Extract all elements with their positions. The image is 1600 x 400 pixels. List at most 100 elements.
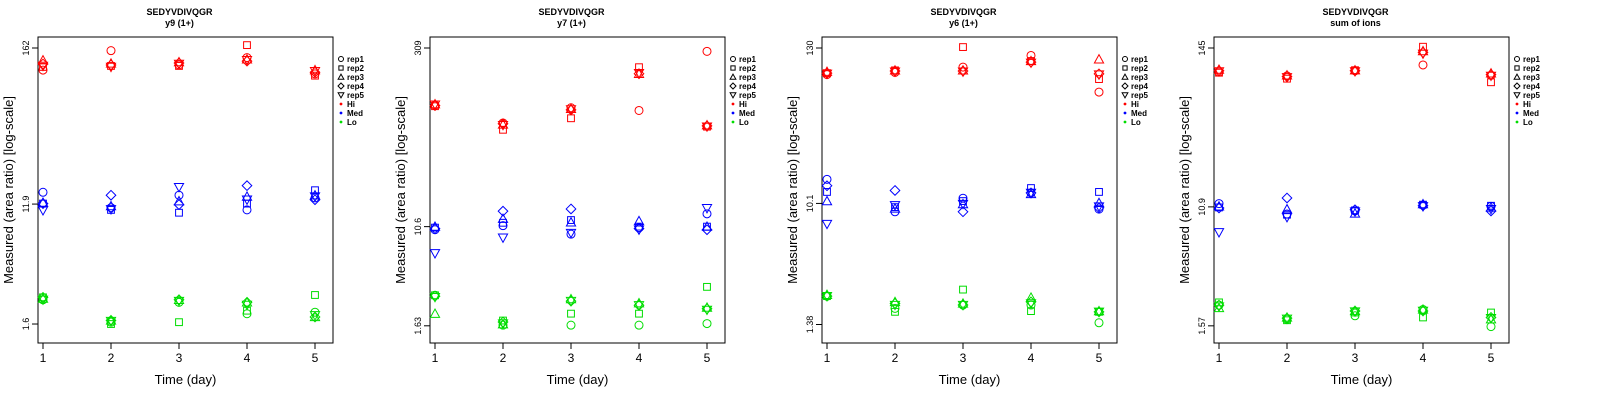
x-tick-label: 4 [636, 351, 643, 365]
data-point-hi-rep3 [957, 64, 969, 75]
data-point-med-rep1 [822, 174, 832, 184]
data-point-hi-rep3 [37, 54, 49, 65]
y-tick-label: 162 [21, 40, 31, 55]
y-axis-title: Measured (area ratio) [log-scale] [393, 96, 408, 284]
data-point-med-rep3 [889, 202, 901, 213]
legend-marker-rep4 [1121, 82, 1129, 90]
x-tick-label: 1 [824, 351, 831, 365]
data-point-lo-rep5 [37, 295, 49, 306]
data-point-med-rep3 [309, 189, 321, 200]
legend-marker-rep2 [1514, 65, 1520, 71]
plot-frame [821, 36, 1118, 344]
legend-marker-lo [1515, 120, 1519, 124]
data-point-lo-rep1 [566, 320, 576, 330]
data-point-hi-rep1 [1094, 87, 1104, 97]
y-tick-label: 1.38 [805, 316, 815, 334]
data-point-med-rep3 [565, 216, 577, 227]
data-point-med-rep1 [242, 205, 252, 215]
legend-label: rep2 [739, 64, 756, 73]
data-point-lo-rep4 [173, 294, 185, 306]
x-tick-label: 3 [568, 351, 575, 365]
data-point-lo-rep4 [241, 296, 253, 308]
data-point-lo-rep3 [701, 301, 713, 312]
data-point-hi-rep3 [701, 119, 713, 130]
legend-marker-rep5 [1513, 92, 1521, 99]
data-point-hi-rep1 [1418, 60, 1428, 70]
data-point-med-rep4 [889, 184, 901, 196]
data-point-lo-rep2 [703, 282, 711, 291]
data-point-med-rep4 [701, 224, 713, 236]
data-point-hi-rep5 [821, 69, 833, 80]
legend-marker-lo [731, 120, 735, 124]
data-point-hi-rep3 [565, 103, 577, 114]
legend-label: rep2 [1131, 64, 1148, 73]
legend-marker-med [339, 111, 343, 115]
legend-label: rep1 [1131, 55, 1148, 64]
data-point-hi-rep5 [429, 100, 441, 111]
legend-label: Lo [1131, 118, 1141, 127]
data-point-lo-rep5 [309, 311, 321, 321]
legend-marker-rep1 [338, 56, 344, 62]
data-point-med-rep2 [1027, 184, 1035, 192]
data-point-lo-rep3 [1349, 305, 1361, 316]
data-point-lo-rep3 [633, 297, 645, 308]
data-point-lo-rep5 [429, 292, 441, 303]
legend-marker-hi [1123, 102, 1127, 106]
data-point-lo-rep5 [633, 301, 645, 311]
legend-marker-rep3 [1121, 73, 1129, 80]
y-tick-label: 10.6 [413, 218, 423, 236]
data-point-med-rep5 [37, 206, 49, 217]
data-point-hi-rep5 [1025, 58, 1037, 69]
data-point-hi-rep5 [105, 62, 117, 73]
y-tick-label: 130 [805, 40, 815, 55]
data-point-lo-rep5 [173, 296, 185, 307]
data-point-med-rep3 [821, 195, 833, 206]
legend-label: Hi [347, 100, 355, 109]
plot-frame [37, 36, 334, 344]
legend-label: rep3 [1131, 73, 1148, 82]
y-tick-label: 1.63 [413, 317, 423, 335]
data-point-hi-rep3 [1349, 64, 1361, 75]
data-point-med-rep4 [37, 198, 49, 210]
data-point-hi-rep2 [311, 71, 319, 80]
data-point-lo-rep5 [1025, 299, 1037, 310]
x-tick-label: 3 [1352, 351, 1359, 365]
data-point-lo-rep3 [1281, 311, 1293, 322]
data-point-lo-rep1 [1094, 318, 1104, 328]
data-point-hi-rep2 [959, 43, 967, 51]
legend-label: Med [347, 109, 363, 118]
data-point-hi-rep5 [957, 67, 969, 78]
y-tick-label: 10.9 [1197, 198, 1207, 216]
data-point-hi-rep5 [1417, 49, 1429, 60]
data-point-lo-rep1 [1350, 311, 1360, 321]
data-point-med-rep5 [1281, 213, 1293, 223]
data-point-lo-rep5 [105, 316, 117, 327]
x-tick-label: 1 [1216, 351, 1223, 365]
plot-frame [1213, 36, 1510, 344]
data-point-lo-rep3 [429, 308, 441, 318]
data-point-med-rep5 [309, 192, 321, 203]
legend-marker-lo [1123, 120, 1127, 124]
data-point-hi-rep5 [1349, 67, 1361, 78]
chart-subtitle: y7 (1+) [557, 18, 586, 28]
data-point-lo-rep5 [565, 296, 577, 307]
data-point-lo-rep5 [1485, 313, 1497, 324]
data-point-med-rep5 [1485, 204, 1497, 215]
data-point-med-rep5 [1213, 228, 1225, 238]
legend-label: rep1 [347, 55, 364, 64]
x-tick-label: 1 [40, 351, 47, 365]
x-tick-label: 5 [312, 351, 319, 365]
data-point-med-rep5 [633, 225, 645, 236]
chart-subtitle: y9 (1+) [165, 18, 194, 28]
data-point-lo-rep2 [311, 291, 319, 299]
data-point-med-rep5 [1025, 188, 1037, 199]
data-point-med-rep5 [429, 249, 441, 259]
data-point-med-rep2 [1095, 188, 1103, 196]
chart-title: SEDYVDIVQGR [538, 7, 605, 17]
y-tick-label: 145 [1197, 40, 1207, 55]
y-axis-title: Measured (area ratio) [log-scale] [1177, 96, 1192, 284]
legend-label: rep2 [347, 64, 364, 73]
legend-label: rep5 [1523, 91, 1540, 100]
legend-label: Lo [347, 118, 357, 127]
